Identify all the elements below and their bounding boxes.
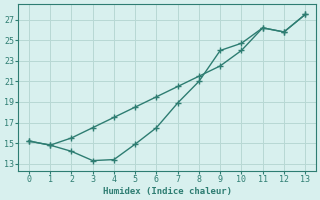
X-axis label: Humidex (Indice chaleur): Humidex (Indice chaleur) (103, 187, 232, 196)
